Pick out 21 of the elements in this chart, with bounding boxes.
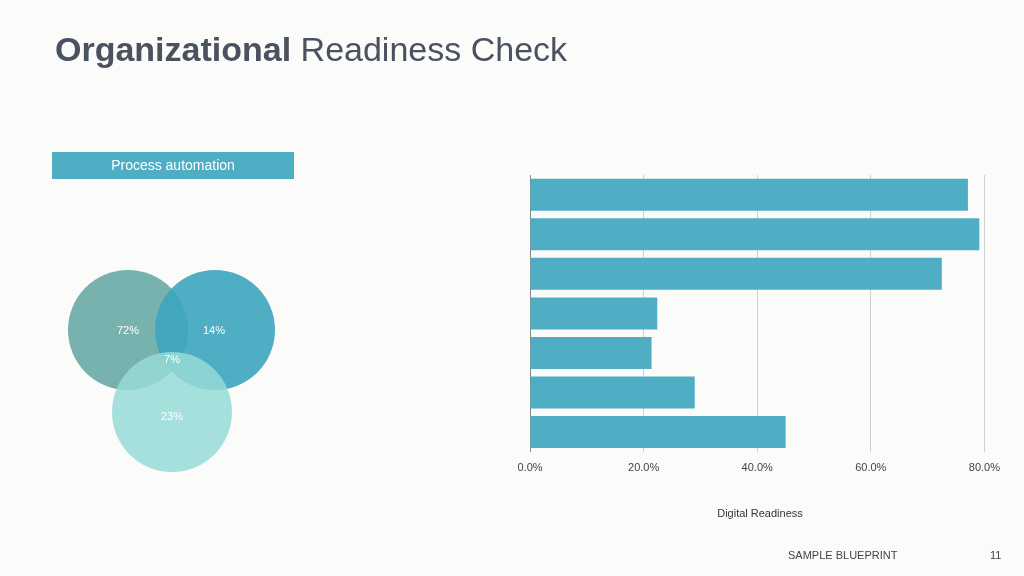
x-tick-label: 80.0%	[968, 461, 1001, 474]
data-label: 14%	[202, 324, 226, 337]
x-tick-label: 20.0%	[628, 461, 660, 474]
data-label: 72%	[116, 324, 140, 337]
bar	[530, 336, 652, 369]
x-tick-label: 40.0%	[741, 461, 774, 474]
text: SAMPLE BLUEPRINT	[788, 549, 898, 561]
x-tick-label: 60.0%	[855, 461, 887, 474]
bar	[530, 416, 786, 449]
data-label: 7%	[164, 353, 181, 366]
x-axis-title: Digital Readiness	[716, 507, 804, 519]
chart-title: Organizational Readiness Check	[55, 30, 568, 69]
data-label: 23%	[160, 410, 184, 423]
text: 11	[990, 549, 1002, 561]
bar	[530, 218, 980, 251]
bar	[530, 178, 968, 211]
text: Process automation	[52, 152, 294, 179]
bar	[530, 297, 658, 330]
bar	[530, 376, 695, 409]
x-tick-label: 0.0%	[517, 461, 543, 474]
bar	[530, 257, 942, 290]
